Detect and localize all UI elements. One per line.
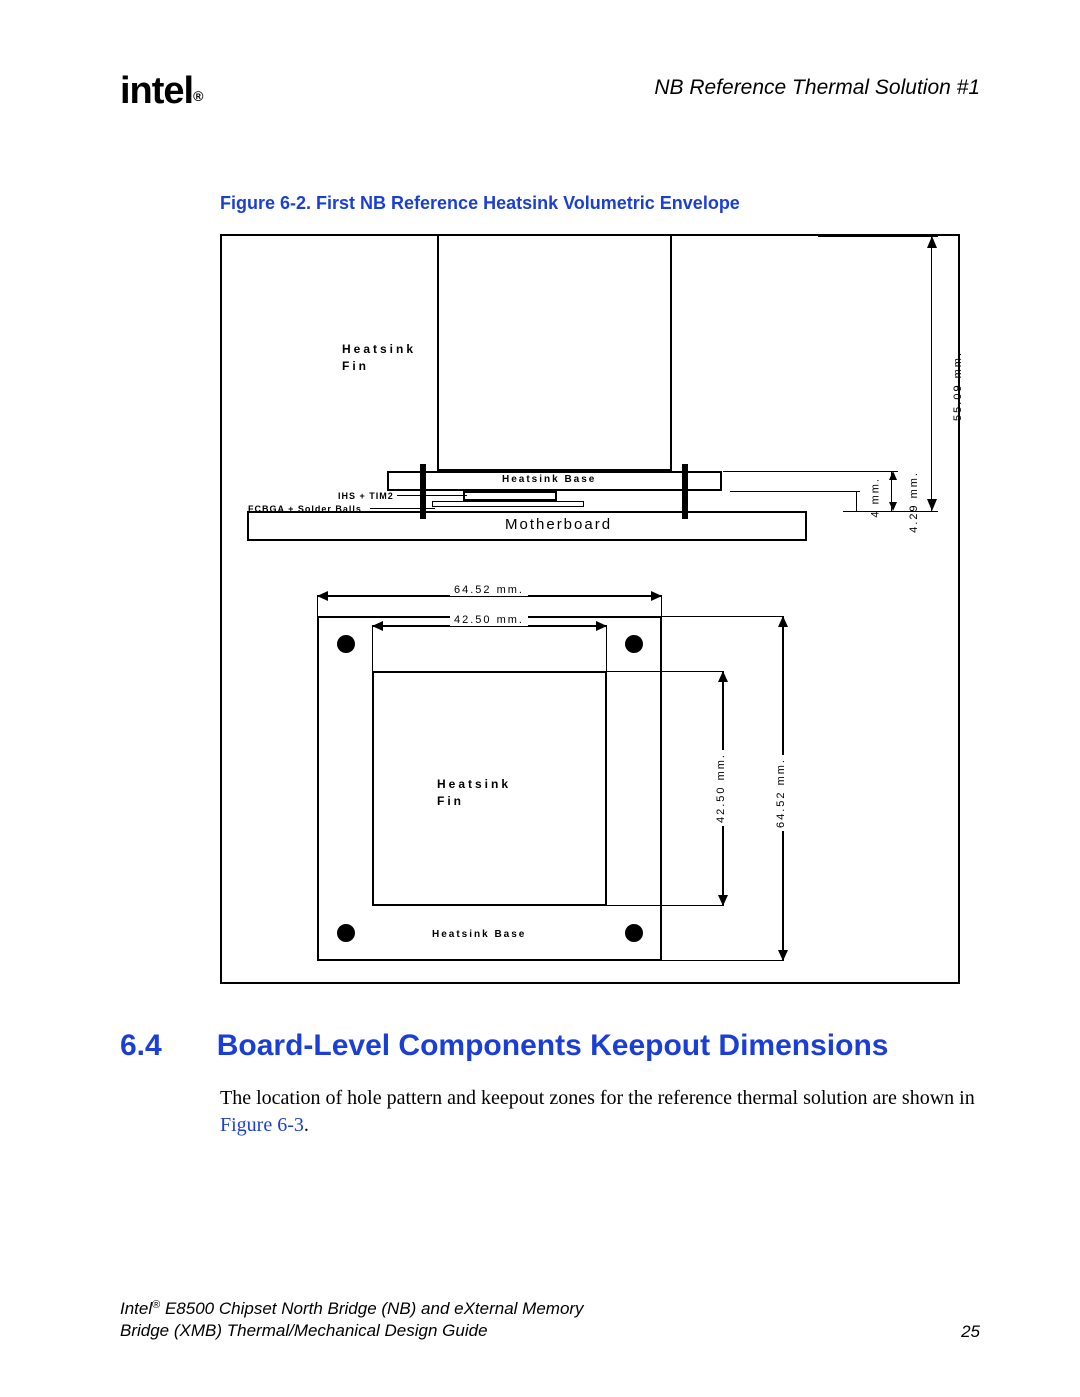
dimension-label: 64.52 mm. bbox=[775, 755, 787, 831]
page-footer: Intel® E8500 Chipset North Bridge (NB) a… bbox=[120, 1298, 980, 1342]
extension-line bbox=[660, 960, 784, 961]
dimension-label: 42.50 mm. bbox=[715, 750, 727, 826]
section-heading: 6.4 Board-Level Components Keepout Dimen… bbox=[120, 1029, 980, 1063]
extension-line bbox=[660, 616, 784, 617]
dimension-label: 55.09 mm. bbox=[952, 351, 964, 421]
extension-line bbox=[818, 236, 938, 237]
arrow-icon bbox=[317, 591, 328, 601]
heatsink-base-label-top: Heatsink Base bbox=[432, 929, 526, 940]
page-number: 25 bbox=[961, 1322, 980, 1342]
extension-line bbox=[317, 595, 318, 619]
arrow-icon bbox=[927, 236, 937, 248]
logo-text: intel bbox=[120, 70, 193, 112]
heatsink-fin-side bbox=[437, 236, 672, 471]
brand-logo: intel® bbox=[120, 70, 202, 113]
footer-text: E8500 Chipset North Bridge (NB) and eXte… bbox=[160, 1299, 583, 1318]
arrow-icon bbox=[889, 471, 897, 480]
label-text: Fin bbox=[342, 359, 369, 373]
extension-line bbox=[730, 491, 860, 492]
figure-reference-link[interactable]: Figure 6-3 bbox=[220, 1114, 304, 1136]
side-view-diagram: Heatsink Fin Heatsink Base Motherboard I… bbox=[222, 236, 958, 566]
fcbga-label: FCBGA + Solder Balls bbox=[248, 504, 362, 514]
ihs-label: IHS + TIM2 bbox=[338, 491, 394, 501]
arrow-icon bbox=[778, 616, 788, 627]
label-text: Heatsink bbox=[342, 342, 416, 356]
mounting-hole bbox=[337, 924, 355, 942]
motherboard-label: Motherboard bbox=[505, 516, 612, 533]
heatsink-base-label-side: Heatsink Base bbox=[502, 474, 596, 485]
figure-container: Heatsink Fin Heatsink Base Motherboard I… bbox=[220, 234, 960, 984]
figure-caption: Figure 6-2. First NB Reference Heatsink … bbox=[220, 193, 980, 214]
dimension-label: 42.50 mm. bbox=[450, 614, 528, 626]
label-text: Heatsink bbox=[437, 777, 511, 791]
section-title: Board-Level Components Keepout Dimension… bbox=[217, 1029, 889, 1063]
dimension-label: 4 mm. bbox=[870, 477, 882, 518]
body-suffix: . bbox=[304, 1114, 309, 1136]
arrow-icon bbox=[718, 671, 728, 682]
extension-line bbox=[606, 625, 607, 673]
arrow-icon bbox=[889, 502, 897, 511]
dimension-line bbox=[856, 491, 858, 511]
substrate-block bbox=[432, 501, 584, 507]
dimension-label: 4.29 mm. bbox=[908, 471, 920, 533]
dimension-line bbox=[931, 236, 933, 511]
footer-text: Bridge (XMB) Thermal/Mechanical Design G… bbox=[120, 1321, 488, 1340]
dimension-label: 64.52 mm. bbox=[450, 584, 528, 596]
arrow-icon bbox=[927, 499, 937, 511]
footer-title: Intel® E8500 Chipset North Bridge (NB) a… bbox=[120, 1298, 584, 1342]
section-number: 6.4 bbox=[120, 1029, 162, 1063]
extension-line bbox=[604, 671, 724, 672]
heatsink-fin-label-side: Heatsink Fin bbox=[342, 341, 416, 375]
extension-line bbox=[372, 625, 373, 673]
mounting-hole bbox=[337, 635, 355, 653]
push-pin bbox=[420, 464, 426, 519]
leader-line bbox=[370, 508, 435, 509]
extension-line bbox=[604, 905, 724, 906]
extension-line bbox=[843, 511, 938, 512]
arrow-icon bbox=[372, 621, 383, 631]
extension-line bbox=[723, 471, 898, 472]
push-pin bbox=[682, 464, 688, 519]
heatsink-fin-label-top: Heatsink Fin bbox=[437, 776, 511, 810]
ihs-block bbox=[463, 491, 557, 501]
logo-registered: ® bbox=[193, 88, 202, 104]
mounting-hole bbox=[625, 635, 643, 653]
document-header: NB Reference Thermal Solution #1 bbox=[654, 76, 980, 100]
body-paragraph: The location of hole pattern and keepout… bbox=[220, 1085, 980, 1139]
top-view-diagram: Heatsink Fin Heatsink Base 64.52 mm. 42.… bbox=[222, 581, 958, 981]
label-text: Fin bbox=[437, 794, 464, 808]
footer-text: Intel bbox=[120, 1299, 152, 1318]
mounting-hole bbox=[625, 924, 643, 942]
body-run: The location of hole pattern and keepout… bbox=[220, 1087, 975, 1109]
leader-line bbox=[397, 495, 467, 496]
